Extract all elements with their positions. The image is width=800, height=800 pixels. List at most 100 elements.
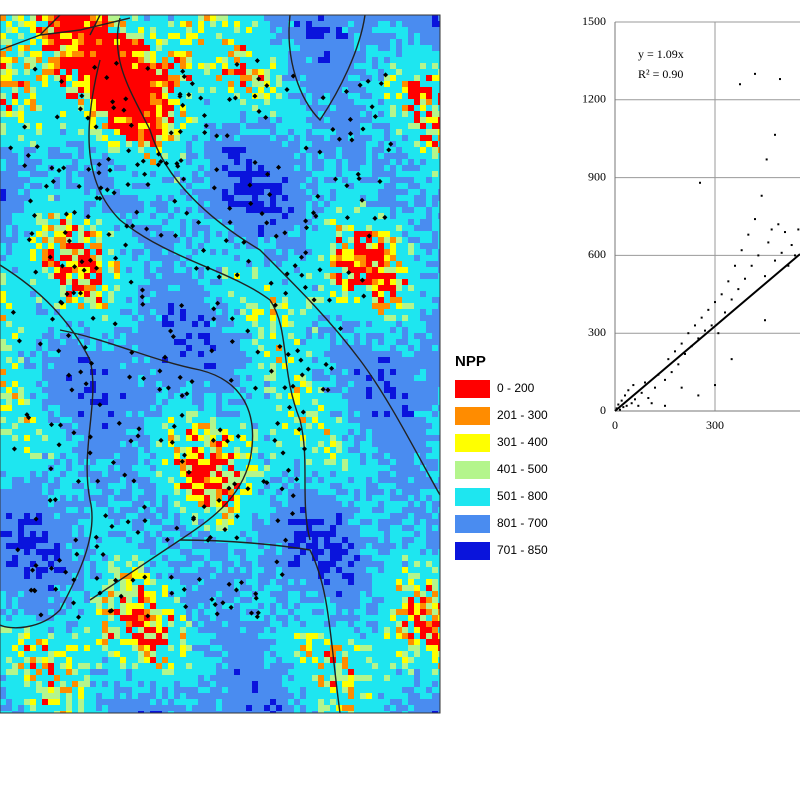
raster-cell — [240, 207, 246, 213]
raster-cell — [48, 183, 54, 189]
raster-cell — [264, 237, 270, 243]
raster-cell — [108, 189, 114, 195]
raster-cell — [378, 93, 384, 99]
raster-cell — [372, 297, 378, 303]
raster-cell — [312, 381, 318, 387]
raster-cell — [174, 345, 180, 351]
raster-cell — [342, 357, 348, 363]
raster-cell — [282, 171, 288, 177]
raster-cell — [414, 129, 420, 135]
raster-cell — [66, 165, 72, 171]
raster-cell — [432, 87, 438, 93]
raster-cell — [408, 129, 414, 135]
raster-cell — [330, 339, 336, 345]
raster-cell — [132, 171, 138, 177]
raster-cell — [156, 45, 162, 51]
raster-cell — [24, 279, 30, 285]
raster-cell — [354, 393, 360, 399]
raster-cell — [384, 255, 390, 261]
raster-cell — [36, 159, 42, 165]
raster-cell — [114, 393, 120, 399]
raster-cell — [102, 387, 108, 393]
raster-cell — [426, 267, 432, 273]
raster-cell — [432, 327, 438, 333]
raster-cell — [414, 195, 420, 201]
raster-cell — [126, 99, 132, 105]
raster-cell — [318, 351, 324, 357]
raster-cell — [318, 237, 324, 243]
raster-cell — [30, 153, 36, 159]
raster-cell — [306, 249, 312, 255]
raster-cell — [192, 213, 198, 219]
raster-cell — [384, 105, 390, 111]
raster-cell — [30, 207, 36, 213]
raster-cell — [6, 357, 12, 363]
raster-cell — [66, 63, 72, 69]
raster-cell — [150, 111, 156, 117]
raster-cell — [252, 129, 258, 135]
raster-cell — [354, 267, 360, 273]
raster-cell — [342, 393, 348, 399]
raster-cell — [48, 201, 54, 207]
raster-cell — [180, 315, 186, 321]
raster-cell — [36, 411, 42, 417]
raster-cell — [438, 159, 440, 165]
raster-cell — [432, 303, 438, 309]
raster-cell — [366, 327, 372, 333]
raster-cell — [258, 351, 264, 357]
raster-cell — [126, 315, 132, 321]
raster-cell — [414, 321, 420, 327]
raster-cell — [120, 363, 126, 369]
raster-cell — [312, 105, 318, 111]
raster-cell — [408, 393, 414, 399]
raster-cell — [102, 231, 108, 237]
raster-cell — [402, 21, 408, 27]
raster-cell — [312, 273, 318, 279]
raster-cell — [408, 291, 414, 297]
raster-cell — [180, 39, 186, 45]
raster-cell — [84, 375, 90, 381]
raster-cell — [414, 405, 420, 411]
raster-cell — [198, 333, 204, 339]
raster-cell — [180, 261, 186, 267]
raster-cell — [414, 45, 420, 51]
raster-cell — [54, 21, 60, 27]
raster-cell — [420, 15, 426, 21]
raster-cell — [258, 75, 264, 81]
raster-cell — [402, 399, 408, 405]
raster-cell — [90, 159, 96, 165]
raster-cell — [324, 93, 330, 99]
raster-cell — [228, 183, 234, 189]
raster-cell — [90, 57, 96, 63]
raster-cell — [138, 123, 144, 129]
raster-cell — [270, 159, 276, 165]
raster-cell — [48, 321, 54, 327]
raster-cell — [312, 33, 318, 39]
raster-cell — [30, 111, 36, 117]
raster-cell — [246, 27, 252, 33]
raster-cell — [216, 189, 222, 195]
raster-cell — [198, 45, 204, 51]
raster-cell — [30, 99, 36, 105]
raster-cell — [420, 345, 426, 351]
raster-cell — [54, 297, 60, 303]
raster-cell — [144, 267, 150, 273]
raster-cell — [420, 153, 426, 159]
raster-cell — [420, 375, 426, 381]
raster-cell — [306, 111, 312, 117]
raster-cell — [408, 219, 414, 225]
raster-cell — [354, 111, 360, 117]
raster-cell — [36, 333, 42, 339]
raster-cell — [24, 231, 30, 237]
raster-cell — [90, 225, 96, 231]
raster-cell — [384, 171, 390, 177]
raster-cell — [108, 153, 114, 159]
raster-cell — [72, 117, 78, 123]
raster-cell — [72, 45, 78, 51]
raster-cell — [378, 147, 384, 153]
raster-cell — [114, 81, 120, 87]
raster-cell — [78, 195, 84, 201]
raster-cell — [378, 297, 384, 303]
raster-cell — [342, 129, 348, 135]
raster-cell — [114, 345, 120, 351]
